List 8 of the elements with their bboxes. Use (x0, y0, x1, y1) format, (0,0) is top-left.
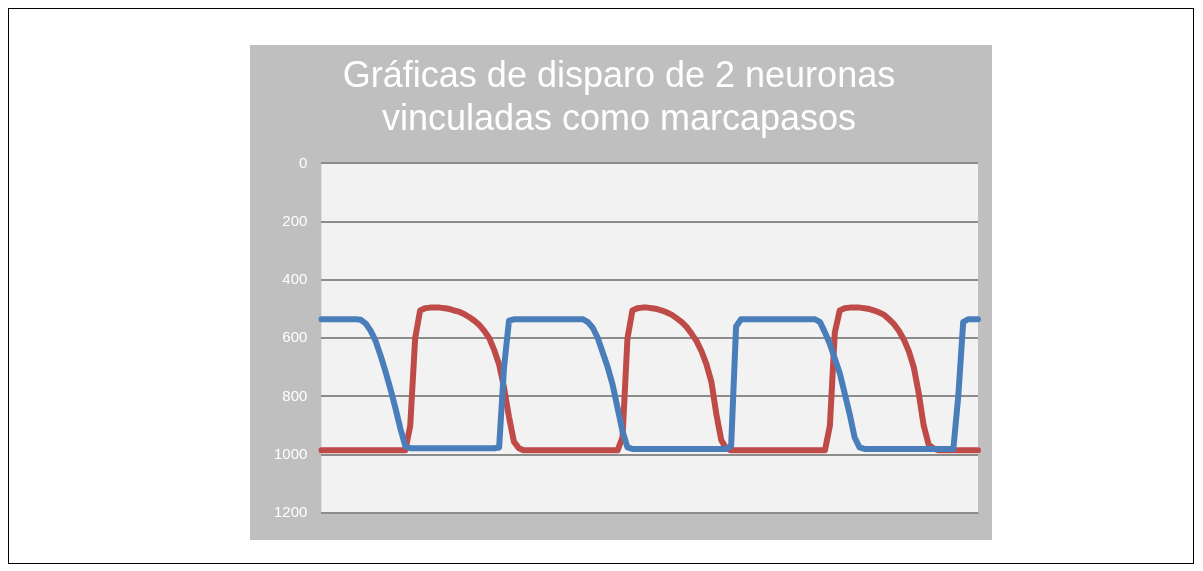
y-tick-label: 800 (282, 386, 308, 404)
y-tick-label: 200 (282, 211, 308, 229)
y-tick-label: 1000 (273, 444, 308, 462)
y-tick-label: 1200 (273, 503, 308, 521)
chart-title: Gráficas de disparo de 2 neuronas vinculadas como marcapasos (342, 53, 896, 138)
y-tick-label: 0 (299, 153, 308, 171)
y-tick-label: 600 (282, 328, 308, 346)
y-tick-label: 400 (282, 270, 308, 288)
